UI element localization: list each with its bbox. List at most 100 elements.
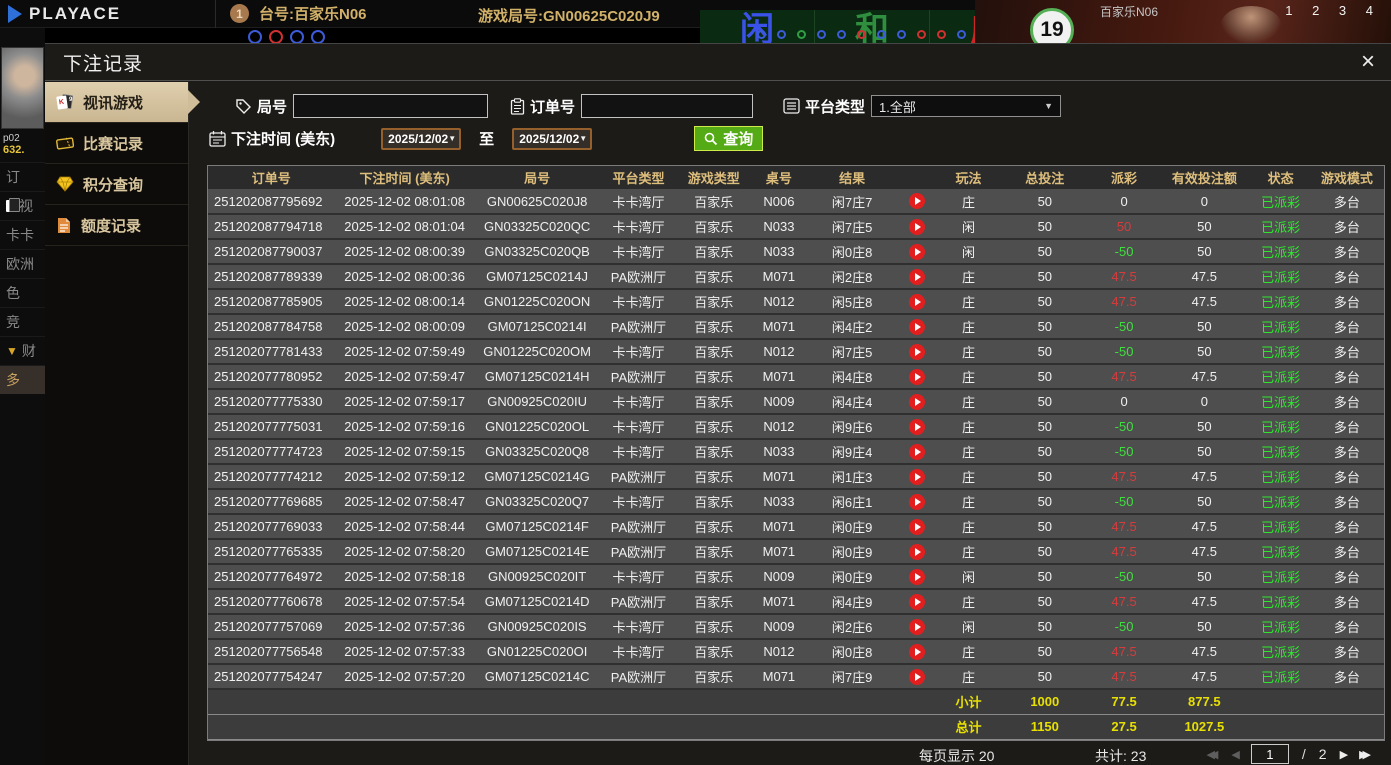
- order-input[interactable]: [581, 94, 754, 118]
- replay-icon[interactable]: [909, 568, 926, 585]
- round-input[interactable]: [293, 94, 489, 118]
- subtotal-total-bet: 1000: [998, 688, 1091, 715]
- replay-icon[interactable]: [909, 243, 926, 260]
- video-table-label: 百家乐N06: [1100, 5, 1159, 19]
- next-page-icon[interactable]: ▶: [1339, 748, 1348, 761]
- cell-replay: [896, 264, 939, 290]
- cell-payout: 47.5: [1090, 639, 1158, 665]
- cell-round: GN00925C020IT: [474, 564, 600, 590]
- replay-icon[interactable]: [909, 418, 926, 435]
- cell-order: 251202077754247: [208, 664, 335, 690]
- lobby-menu-item[interactable]: 竞: [0, 307, 45, 336]
- cell-valid: 50: [1157, 414, 1252, 440]
- table-row: 251202087785905 2025-12-02 08:00:14 GN0122…: [208, 289, 1384, 315]
- col-mode: 游戏模式: [1309, 166, 1384, 189]
- cell-table: M071: [749, 364, 808, 390]
- cell-total: 50: [998, 214, 1091, 240]
- avatar[interactable]: [1, 47, 44, 129]
- lobby-menu-item[interactable]: 色: [0, 278, 45, 307]
- cell-total: 50: [998, 539, 1091, 565]
- cell-game: 百家乐: [677, 239, 750, 265]
- replay-icon[interactable]: [909, 593, 926, 610]
- replay-icon[interactable]: [909, 493, 926, 510]
- bead-icon: [917, 30, 926, 39]
- sidebar-item-points-query[interactable]: 积分查询: [45, 164, 188, 205]
- lobby-menu-item[interactable]: 多: [0, 365, 45, 394]
- filter-row-1: 局号 订单号 平台类型 1.全部 ▼: [235, 94, 1062, 118]
- date-to-select[interactable]: 2025/12/02 ▼: [512, 127, 593, 150]
- replay-icon[interactable]: [909, 443, 926, 460]
- cell-replay: [896, 639, 939, 665]
- cell-bet: 庄: [938, 189, 999, 215]
- roadmap-legend-chips: [248, 30, 325, 44]
- date-from-select[interactable]: 2025/12/02 ▼: [381, 127, 462, 150]
- prev-page-icon[interactable]: ◀: [1231, 748, 1239, 761]
- cell-payout: 47.5: [1090, 514, 1158, 540]
- cell-valid: 0: [1157, 189, 1252, 215]
- bead-icon: [837, 30, 846, 39]
- cell-mode: 多台: [1309, 414, 1384, 440]
- replay-icon[interactable]: [909, 193, 926, 210]
- table-row: 251202077754247 2025-12-02 07:57:20 GM0712…: [208, 664, 1384, 690]
- cell-total: 50: [998, 514, 1091, 540]
- replay-icon[interactable]: [909, 318, 926, 335]
- cell-status: 已派彩: [1251, 289, 1310, 315]
- lobby-menu-item[interactable]: 订: [0, 162, 45, 191]
- platform-select[interactable]: 1.全部 ▼: [871, 95, 1062, 117]
- page-number-input[interactable]: 1: [1250, 744, 1289, 764]
- search-button[interactable]: 查询: [694, 126, 764, 151]
- cell-status: 已派彩: [1251, 539, 1310, 565]
- replay-icon[interactable]: [909, 218, 926, 235]
- replay-icon[interactable]: [909, 643, 926, 660]
- replay-icon[interactable]: [909, 268, 926, 285]
- cell-payout: -50: [1090, 239, 1158, 265]
- cell-game: 百家乐: [677, 289, 750, 315]
- replay-icon[interactable]: [909, 393, 926, 410]
- replay-icon[interactable]: [909, 368, 926, 385]
- replay-icon[interactable]: [909, 518, 926, 535]
- cell-bet: 闲: [938, 214, 999, 240]
- cell-valid: 47.5: [1157, 639, 1252, 665]
- cell-platform: PA欧洲厅: [599, 539, 678, 565]
- first-page-icon[interactable]: ◀◀: [1206, 748, 1218, 761]
- cell-order: 251202077781433: [208, 339, 335, 365]
- cell-bet: 庄: [938, 339, 999, 365]
- cell-time: 2025-12-02 08:00:14: [334, 289, 475, 315]
- replay-icon[interactable]: [909, 668, 926, 685]
- col-result: 结果: [808, 166, 897, 189]
- last-page-icon[interactable]: ▶▶: [1359, 748, 1371, 761]
- replay-icon[interactable]: [909, 293, 926, 310]
- modal-content: 局号 订单号 平台类型 1.全部 ▼ 下注时间 (美东): [189, 82, 1391, 765]
- bet-zone-player[interactable]: 闲: [700, 10, 815, 43]
- lobby-menu-item[interactable]: 卡卡: [0, 220, 45, 249]
- lobby-menu-item[interactable]: 视: [0, 191, 45, 220]
- modal-title: 下注记录: [63, 53, 144, 75]
- cell-result: 闲2庄8: [808, 264, 897, 290]
- divider: [215, 0, 216, 28]
- cell-platform: 卡卡湾厅: [599, 564, 678, 590]
- cell-round: GN03325C020Q8: [474, 439, 600, 465]
- subtotal-label: 小计: [938, 688, 999, 715]
- lobby-menu-item[interactable]: ▼ 财: [0, 336, 45, 365]
- replay-icon[interactable]: [909, 343, 926, 360]
- player-chip-icon: [311, 30, 325, 44]
- cell-payout: 47.5: [1090, 664, 1158, 690]
- sidebar-item-credit-records[interactable]: 额度记录: [45, 205, 188, 246]
- replay-icon[interactable]: [909, 543, 926, 560]
- sidebar-item-match-records[interactable]: 比赛记录: [45, 123, 188, 164]
- svg-text:K: K: [59, 99, 65, 107]
- cell-payout: 47.5: [1090, 264, 1158, 290]
- replay-icon[interactable]: [909, 618, 926, 635]
- cell-valid: 47.5: [1157, 464, 1252, 490]
- bead-road: [757, 30, 986, 39]
- cell-status: 已派彩: [1251, 439, 1310, 465]
- replay-icon[interactable]: [909, 468, 926, 485]
- close-icon[interactable]: ×: [1360, 48, 1375, 75]
- lobby-menu-item[interactable]: 欧洲: [0, 249, 45, 278]
- cell-result: 闲4庄8: [808, 364, 897, 390]
- app-logo: PLAYACE: [0, 4, 215, 24]
- cell-mode: 多台: [1309, 664, 1384, 690]
- cell-status: 已派彩: [1251, 389, 1310, 415]
- cell-table: M071: [749, 264, 808, 290]
